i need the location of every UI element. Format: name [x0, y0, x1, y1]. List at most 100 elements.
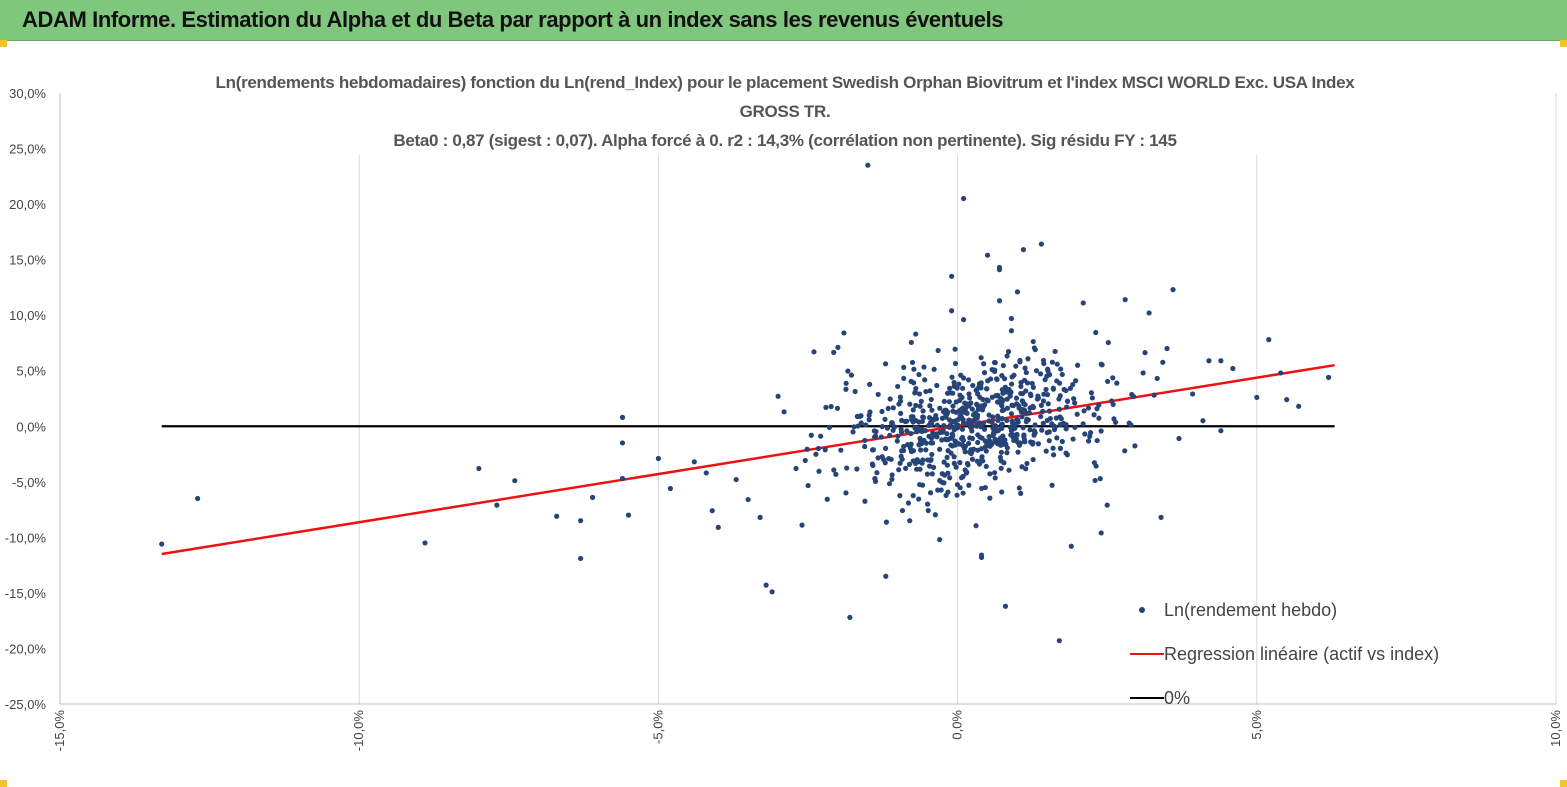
scatter-point [1031, 428, 1037, 434]
scatter-point [709, 508, 715, 514]
scatter-point [916, 391, 923, 397]
scatter-point [1278, 370, 1284, 376]
scatter-point [1027, 391, 1034, 397]
scatter-point [974, 387, 980, 393]
scatter-point [950, 403, 956, 409]
scatter-point [1054, 378, 1060, 384]
scatter-point [964, 410, 970, 416]
scatter-point [896, 401, 902, 407]
scatter-point [923, 447, 929, 453]
scatter-point [1070, 382, 1076, 388]
chart-legend: Ln(rendement hebdo) Regression linéaire … [1130, 588, 1470, 720]
scatter-point [919, 418, 925, 425]
scatter-point [998, 465, 1004, 471]
scatter-point [934, 382, 940, 389]
scatter-point [961, 445, 968, 452]
scatter-point [918, 447, 924, 453]
scatter-point [159, 541, 165, 547]
scatter-point [954, 492, 960, 498]
y-tick-label: 10,0% [9, 308, 46, 323]
scatter-point [959, 385, 966, 391]
scatter-point [826, 424, 833, 430]
legend-marker-red-line [1130, 644, 1164, 664]
scatter-point [733, 476, 739, 483]
scatter-point [1091, 460, 1098, 466]
scatter-point [937, 405, 943, 411]
scatter-point [818, 433, 824, 439]
scatter-point [1022, 439, 1028, 445]
scatter-point [619, 475, 626, 482]
scatter-point [897, 493, 903, 499]
scatter-point [882, 416, 888, 422]
legend-marker-dot [1130, 600, 1164, 620]
scatter-point [1002, 603, 1009, 609]
scatter-point [920, 408, 926, 414]
scatter-point [952, 438, 958, 444]
chart-frame-handle-top-right[interactable] [1560, 40, 1567, 47]
scatter-point [945, 489, 951, 495]
scatter-point [951, 454, 957, 460]
scatter-point [974, 423, 980, 429]
scatter-point [909, 359, 916, 366]
scatter-point [1046, 438, 1052, 444]
scatter-point [948, 450, 954, 456]
scatter-point [960, 409, 966, 415]
scatter-point [1000, 407, 1007, 413]
chart-frame-handle-bottom-right[interactable] [1560, 780, 1567, 787]
chart-title-line-1: Ln(rendements hebdomadaires) fonction du… [215, 73, 1355, 92]
x-tick-label: 10,0% [1548, 710, 1563, 747]
scatter-point [950, 432, 956, 439]
scatter-point [950, 418, 956, 425]
scatter-point [1043, 448, 1049, 454]
scatter-point [1005, 389, 1011, 395]
scatter-point [862, 437, 868, 444]
scatter-point [1176, 435, 1182, 442]
scatter-point [991, 424, 998, 430]
scatter-point [852, 388, 858, 395]
scatter-point [889, 420, 895, 426]
scatter-point [986, 433, 992, 440]
scatter-point [1044, 430, 1050, 436]
chart-frame-handle-top-left[interactable] [0, 40, 7, 47]
scatter-point [898, 426, 904, 432]
scatter-point [925, 501, 931, 507]
scatter-point [992, 470, 998, 476]
scatter-point [1022, 365, 1028, 371]
scatter-point [1051, 452, 1057, 458]
scatter-point [970, 412, 977, 418]
scatter-point [1021, 432, 1027, 438]
scatter-point [994, 376, 1000, 382]
scatter-point [987, 471, 993, 477]
scatter-point [1006, 467, 1012, 473]
scatter-point [912, 425, 918, 431]
scatter-point [866, 417, 872, 423]
scatter-point [1109, 398, 1115, 404]
scatter-point [951, 383, 957, 389]
scatter-point [824, 496, 830, 502]
scatter-point [805, 482, 811, 489]
scatter-point [1007, 393, 1013, 399]
scatter-point [897, 394, 904, 400]
scatter-point [1104, 502, 1110, 508]
scatter-point [981, 370, 988, 376]
scatter-point [1160, 359, 1166, 365]
scatter-point [1025, 356, 1031, 362]
scatter-point [990, 430, 997, 436]
scatter-point [1040, 420, 1046, 426]
scatter-point [987, 495, 993, 501]
scatter-point [822, 447, 828, 453]
scatter-point [882, 361, 889, 367]
scatter-point [1030, 439, 1036, 446]
scatter-point [968, 400, 974, 406]
scatter-point [1024, 460, 1030, 467]
scatter-point [894, 438, 900, 444]
scatter-point [1008, 411, 1015, 417]
scatter-point [999, 425, 1005, 431]
scatter-point [1074, 411, 1080, 417]
chart-frame-handle-bottom-left[interactable] [0, 780, 7, 787]
scatter-point [1000, 362, 1006, 369]
scatter-point [990, 414, 996, 420]
scatter-point [908, 430, 914, 437]
scatter-point [715, 524, 721, 530]
